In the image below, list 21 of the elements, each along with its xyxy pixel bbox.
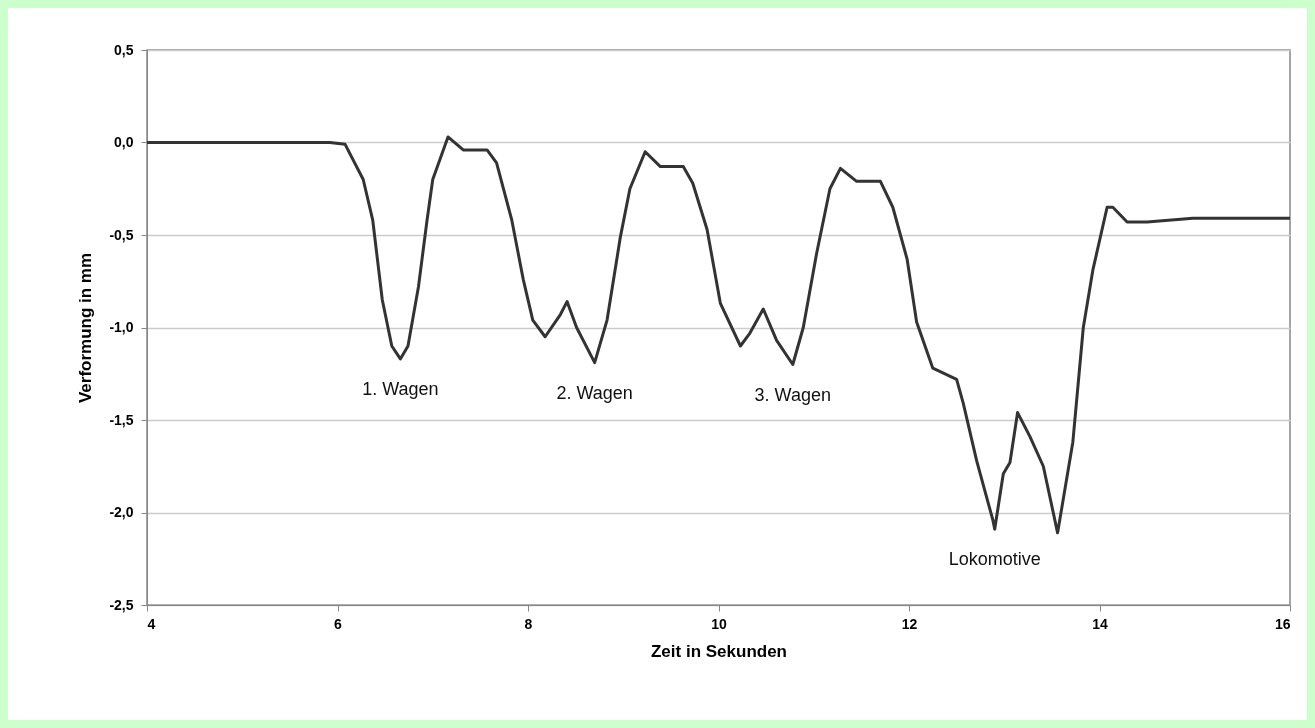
x-tick-label: 16 <box>1274 615 1291 632</box>
annotation: 3. Wagen <box>754 384 831 405</box>
x-tick-label: 8 <box>524 615 533 632</box>
x-tick-label: 12 <box>901 615 918 632</box>
annotation: Lokomotive <box>948 549 1041 570</box>
y-axis-title: Verformung in mm <box>76 252 96 404</box>
line-series <box>147 135 1290 535</box>
y-tick-label: -0,5 <box>109 226 134 243</box>
y-tick-label: -1,5 <box>109 411 134 428</box>
x-axis-title: Zeit in Sekunden <box>650 641 788 661</box>
x-tick-label: 6 <box>334 615 343 632</box>
annotation: 1. Wagen <box>362 378 439 399</box>
annotation: 2. Wagen <box>556 382 633 403</box>
y-tick-label: -1,0 <box>109 319 134 335</box>
x-tick-label: 4 <box>147 615 156 632</box>
y-tick-label: -2,0 <box>109 504 134 520</box>
x-tick-label: 10 <box>711 615 727 632</box>
x-tick-label: 14 <box>1092 615 1108 632</box>
y-tick-label: 0,0 <box>114 134 134 150</box>
y-tick-label: 0,5 <box>114 41 134 58</box>
y-tick-label: -2,5 <box>109 596 134 613</box>
